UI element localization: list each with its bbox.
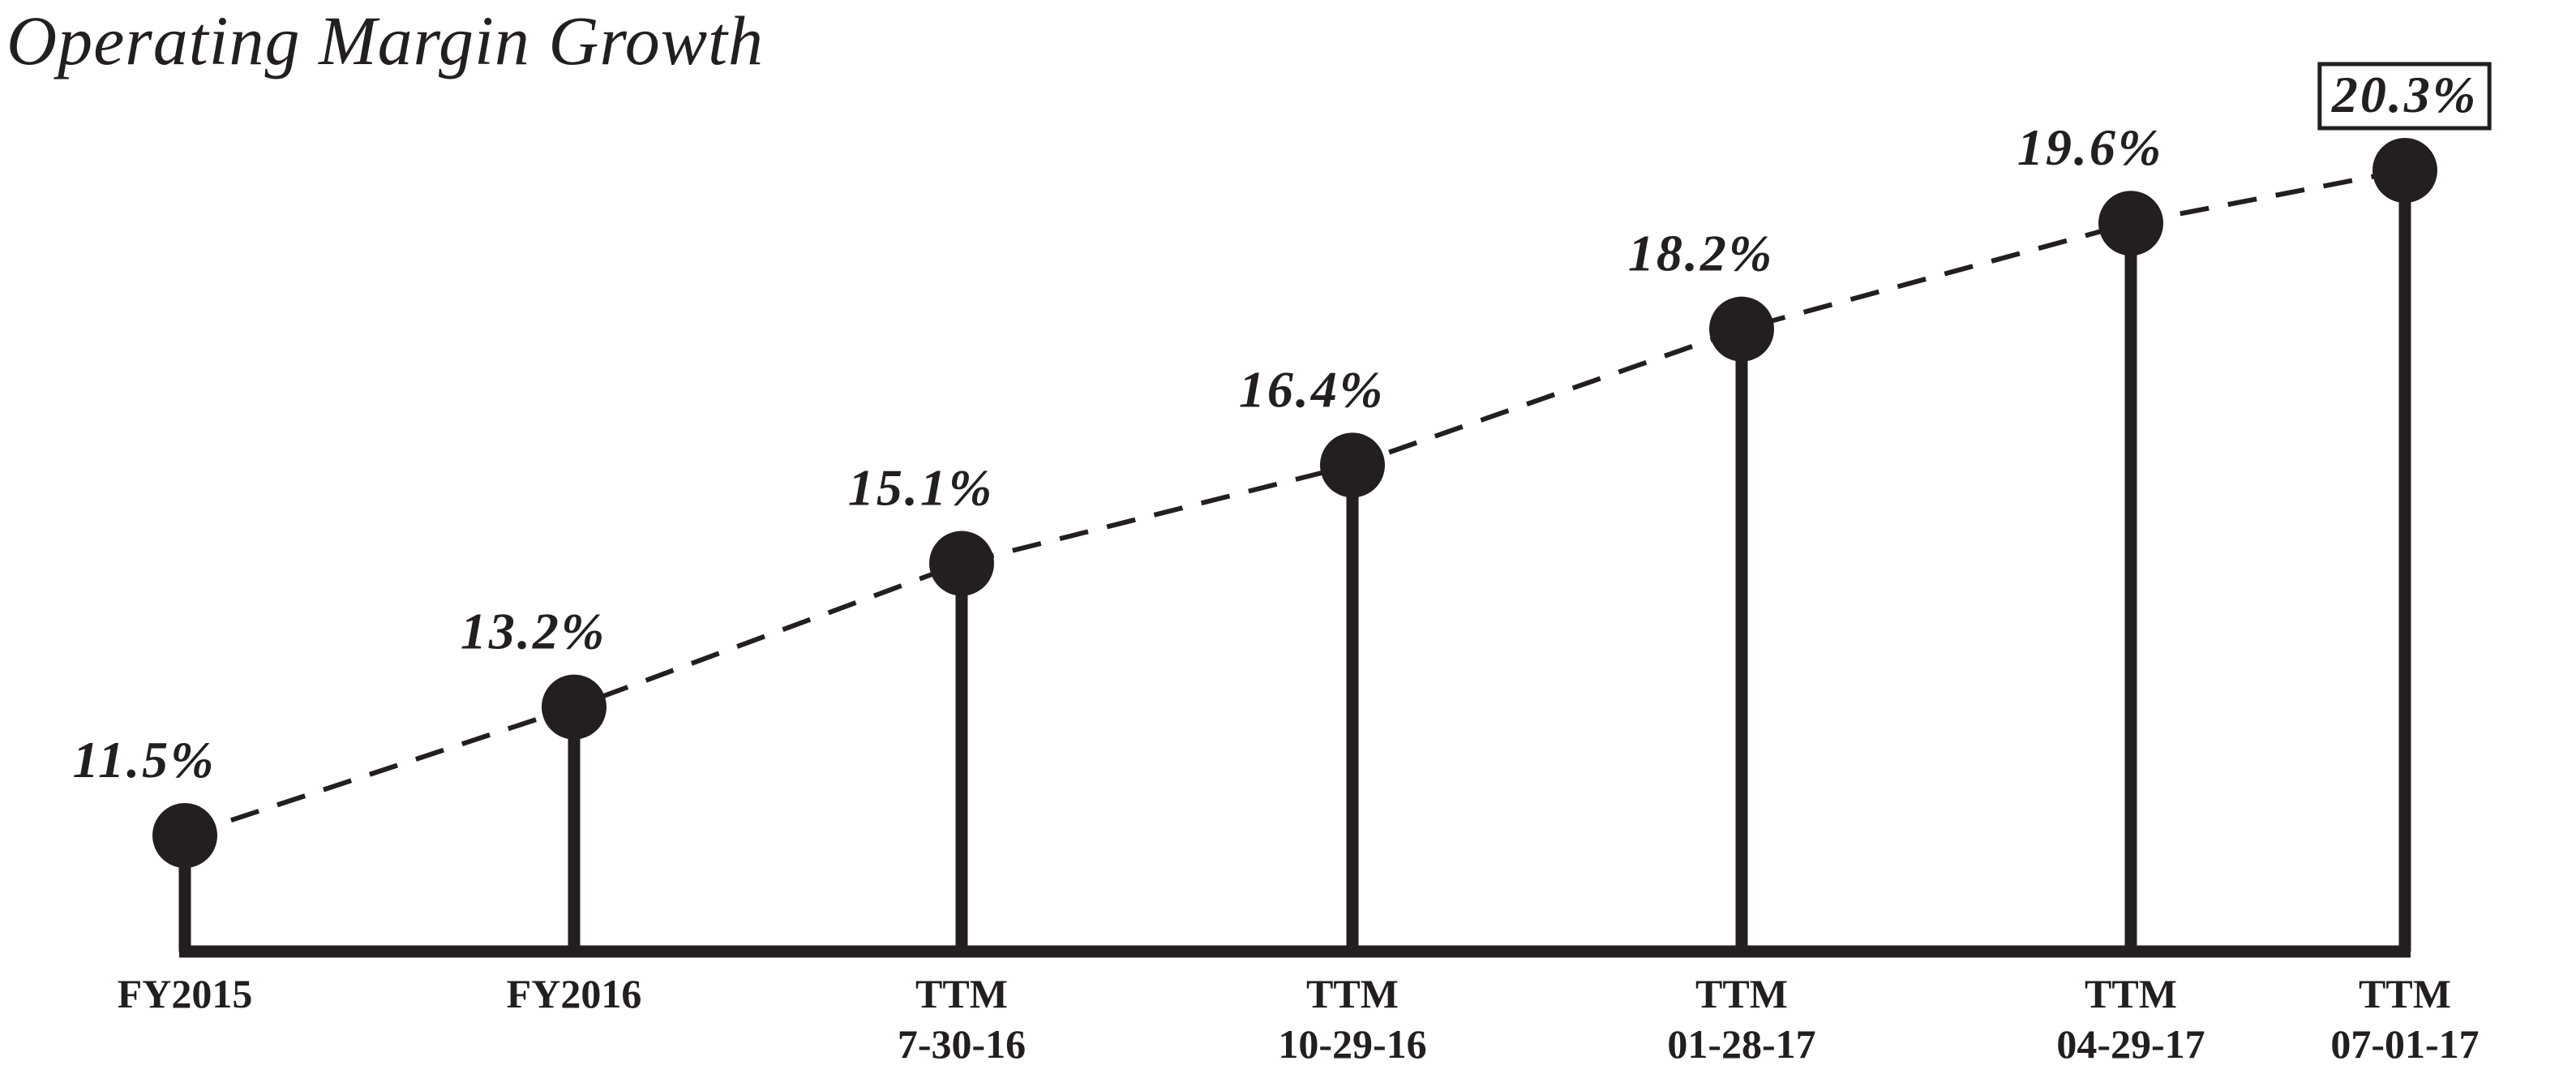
x-tick-label-3: TTM 10-29-16 [1278, 971, 1426, 1067]
data-point-2 [929, 530, 994, 596]
x-tick-label-6: TTM 07-01-17 [2330, 971, 2479, 1067]
data-point-5 [2098, 191, 2163, 256]
x-tick-label-2: TTM 7-30-16 [898, 971, 1026, 1067]
data-point-1 [542, 674, 606, 740]
data-label-0: 11.5% [73, 731, 216, 788]
data-label-3: 16.4% [1239, 360, 1385, 418]
series-line [184, 168, 2406, 838]
data-label-highlight-box [2317, 62, 2492, 131]
data-label-2: 15.1% [848, 459, 994, 517]
data-label-5: 19.6% [2017, 118, 2163, 176]
data-point-4 [1709, 296, 1774, 362]
x-tick-label-5: TTM 04-29-17 [2056, 971, 2205, 1067]
x-tick-label-4: TTM 01-28-17 [1667, 971, 1815, 1067]
data-point-6 [2372, 138, 2437, 203]
data-label-6: 20.3% [2331, 66, 2478, 123]
data-label-4: 18.2% [1628, 225, 1774, 282]
data-point-3 [1320, 432, 1385, 498]
x-tick-label-1: FY2016 [507, 971, 642, 1016]
data-label-1: 13.2% [461, 603, 606, 660]
chart-title: Operating Margin Growth [6, 2, 764, 79]
data-point-0 [152, 803, 217, 868]
x-tick-label-0: FY2015 [118, 971, 253, 1016]
